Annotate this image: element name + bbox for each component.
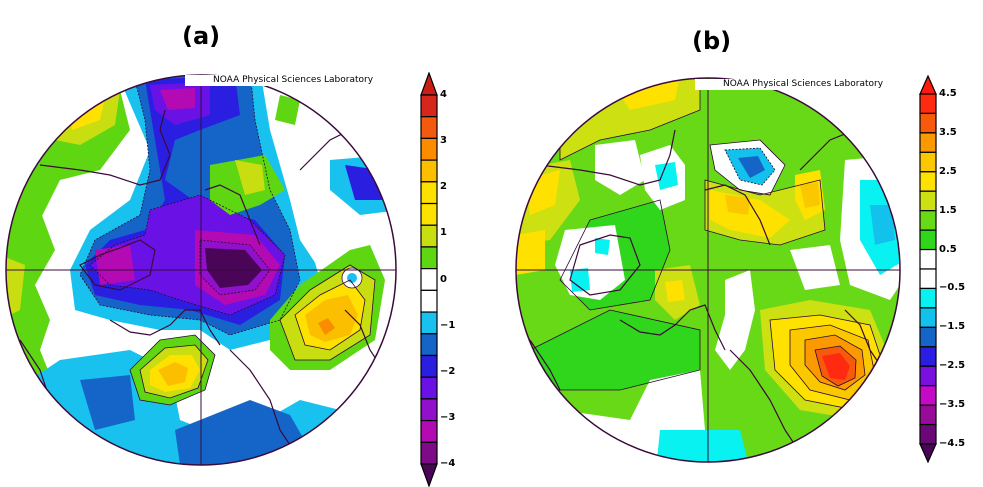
colorbar-tick-label: 4.5 [939, 88, 957, 99]
colorbar-b: 4.5 3.5 2.5 1.5 0.5 −0.5 −1.5 −2.5 −3.5 −4.5 [919, 75, 965, 463]
colorbar-segment [919, 171, 937, 192]
colorbar-segment [919, 268, 937, 290]
colorbar-graphic [919, 75, 937, 463]
colorbar-tick-label: 3 [440, 135, 447, 147]
colorbar-segment [919, 190, 937, 212]
colorbar-tick-label: −3 [440, 411, 456, 423]
colorbar-segment [919, 307, 937, 328]
contour-map-b [515, 77, 901, 463]
colorbar-segment [420, 376, 438, 400]
colorbar-segment [420, 311, 438, 335]
colorbar-segment [919, 385, 937, 406]
panel-b-label: (b) [692, 27, 732, 55]
colorbar-top-arrow [919, 75, 937, 95]
colorbar-tick-label: 0 [440, 273, 447, 285]
colorbar-tick-label: 1 [440, 227, 447, 239]
colorbar-tick-label: −0.5 [939, 282, 966, 294]
colorbar-bottom-arrow [420, 463, 438, 487]
colorbar-tick-label: −1.5 [939, 321, 966, 333]
colorbar-segment [420, 398, 438, 422]
colorbar-segment [919, 365, 937, 387]
colorbar-segment [919, 151, 937, 173]
colorbar-segment [420, 181, 438, 205]
colorbar-bottom-arrow [919, 443, 937, 463]
colorbar-a: 4 3 2 1 0 −1 −2 −3 −4 [420, 72, 455, 487]
colorbar-segment [919, 229, 937, 251]
colorbar-tick-label: 2 [440, 181, 447, 193]
colorbar-segment [420, 202, 438, 226]
colorbar-segment [919, 287, 937, 309]
polar-map-b [500, 70, 910, 480]
credit-text-a: NOAA Physical Sciences Laboratory [185, 75, 374, 86]
colorbar-top-arrow [420, 72, 438, 96]
colorbar-tick-label: −2 [440, 365, 456, 377]
colorbar-segment [420, 289, 438, 313]
colorbar-segment [420, 441, 438, 465]
colorbar-segment [919, 346, 937, 367]
colorbar-segment [919, 404, 937, 426]
colorbar-segment [420, 116, 438, 140]
colorbar-segment [919, 132, 937, 153]
colorbar-tick-label: 4 [440, 89, 447, 100]
colorbar-tick-label: −4 [440, 458, 456, 469]
panel-a-label: (a) [182, 22, 221, 50]
colorbar-segment [420, 94, 438, 118]
credit-text-b: NOAA Physical Sciences Laboratory [695, 79, 884, 90]
colorbar-segment [919, 326, 937, 348]
colorbar-tick-label: 1.5 [939, 204, 957, 216]
colorbar-segment [420, 159, 438, 183]
colorbar-tick-label: 2.5 [939, 165, 957, 177]
colorbar-segment [919, 248, 937, 270]
colorbar-segment [420, 333, 438, 357]
colorbar-tick-label: −3.5 [939, 399, 966, 411]
colorbar-segment [919, 423, 937, 445]
colorbar-graphic [420, 72, 438, 487]
colorbar-segment [919, 112, 937, 134]
colorbar-segment [420, 354, 438, 378]
colorbar-segment [420, 137, 438, 161]
colorbar-segment [420, 419, 438, 443]
colorbar-tick-label: −4.5 [939, 438, 966, 449]
polar-map-a [0, 70, 410, 480]
colorbar-segment [420, 246, 438, 270]
colorbar-tick-label: 0.5 [939, 243, 957, 255]
colorbar-tick-label: −1 [440, 319, 456, 331]
colorbar-segment [919, 210, 937, 231]
colorbar-segment [919, 93, 937, 115]
colorbar-segment [420, 268, 438, 291]
colorbar-tick-label: −2.5 [939, 360, 966, 372]
colorbar-tick-label: 3.5 [939, 126, 957, 138]
contour-map-a [5, 74, 397, 466]
colorbar-segment [420, 224, 438, 248]
